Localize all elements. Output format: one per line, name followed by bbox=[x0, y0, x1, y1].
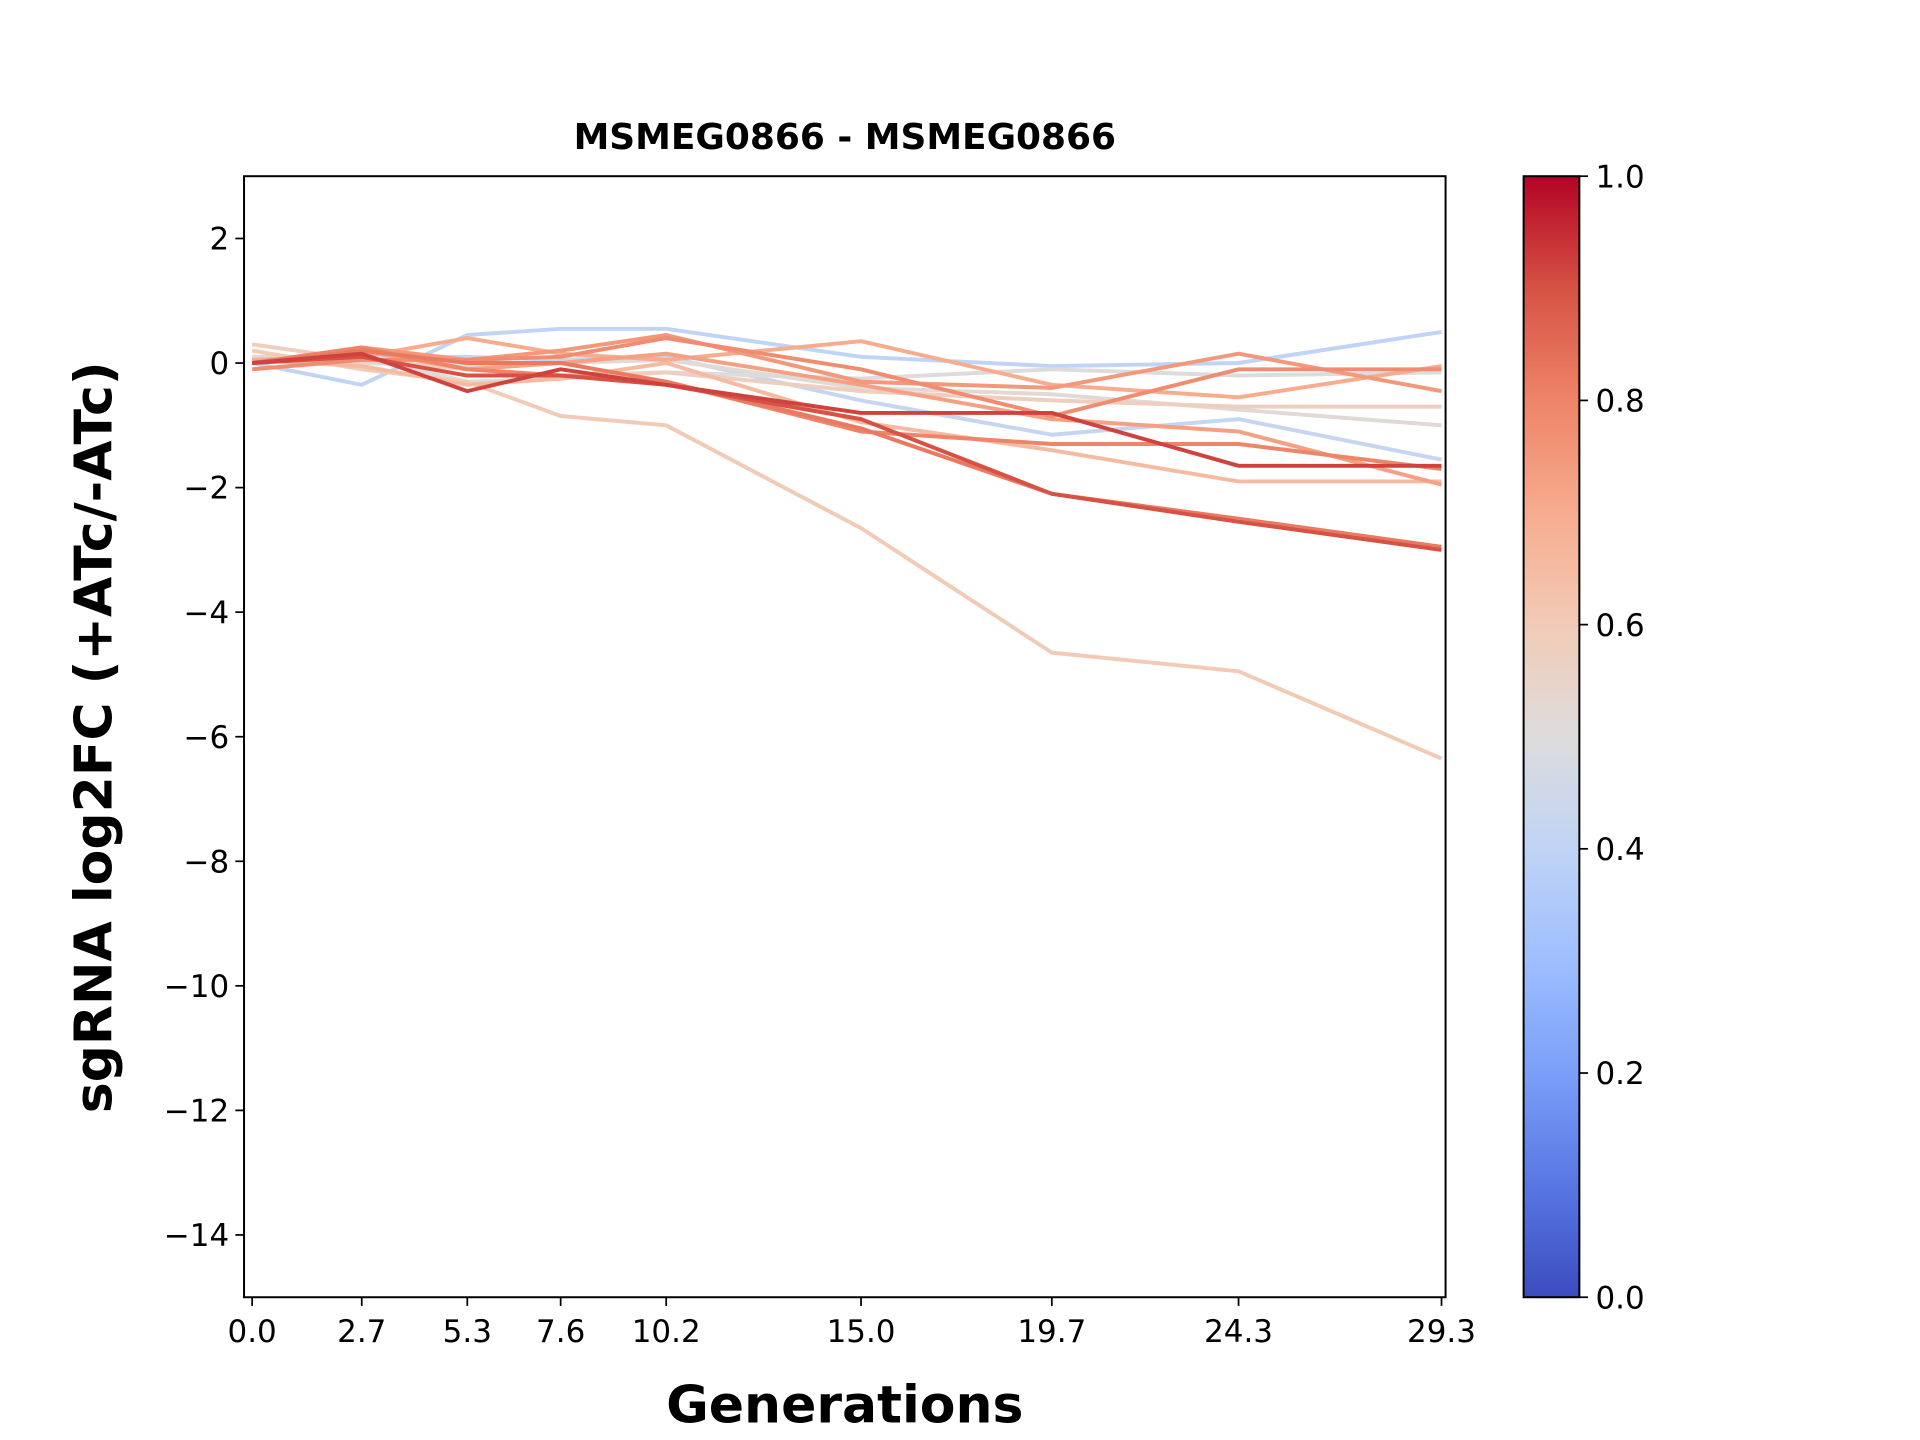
colorbar-tick-label: 0.4 bbox=[1595, 832, 1644, 868]
series-line-9 bbox=[251, 333, 1442, 394]
colorbar bbox=[1522, 175, 1581, 1299]
y-tick-label: −12 bbox=[164, 1094, 229, 1130]
y-axis-label: sgRNA log2FC (+ATc/-ATc) bbox=[64, 361, 124, 1113]
series-line-14 bbox=[252, 351, 1442, 468]
y-tick-label: −6 bbox=[184, 720, 230, 756]
series-lines bbox=[251, 326, 1443, 761]
x-tick-label: 19.7 bbox=[1017, 1314, 1086, 1350]
x-tick-label: 29.3 bbox=[1407, 1314, 1476, 1350]
series-line-8 bbox=[251, 348, 1442, 487]
y-tick-label: 2 bbox=[209, 222, 229, 258]
y-tick-label: 0 bbox=[209, 346, 229, 382]
x-tick-label: 10.2 bbox=[632, 1314, 701, 1350]
colorbar-tick-label: 0.2 bbox=[1595, 1056, 1644, 1092]
series-line-10 bbox=[252, 336, 1442, 419]
x-tick-label: 2.7 bbox=[337, 1314, 386, 1350]
colorbar-tick-label: 1.0 bbox=[1595, 159, 1644, 195]
x-axis: 0.0 2.7 5.3 7.6 10.2 15.0 19.7 24.3 29.3 bbox=[228, 1297, 1476, 1350]
x-tick-label: 7.6 bbox=[536, 1314, 585, 1350]
colorbar-tick-label: 0.6 bbox=[1595, 608, 1644, 644]
y-tick-label: −10 bbox=[164, 969, 229, 1005]
x-tick-label: 0.0 bbox=[228, 1314, 277, 1350]
colorbar-tick-label: 0.0 bbox=[1595, 1280, 1644, 1316]
y-tick-label: −14 bbox=[164, 1218, 229, 1254]
y-tick-label: −2 bbox=[184, 471, 230, 507]
y-tick-label: −8 bbox=[184, 844, 230, 880]
x-tick-label: 5.3 bbox=[443, 1314, 492, 1350]
chart-title: MSMEG0866 - MSMEG0866 bbox=[574, 117, 1116, 158]
series-line-6 bbox=[252, 357, 1442, 484]
x-tick-label: 15.0 bbox=[827, 1314, 896, 1350]
x-tick-label: 24.3 bbox=[1204, 1314, 1273, 1350]
series-line-12 bbox=[251, 348, 1442, 549]
colorbar-axis: 0.0 0.2 0.4 0.6 0.8 1.0 bbox=[1579, 159, 1645, 1316]
y-axis: 2 0 −2 −4 −6 −8 −10 −12 −14 bbox=[164, 222, 245, 1254]
x-axis-label: Generations bbox=[666, 1375, 1023, 1435]
colorbar-tick-label: 0.8 bbox=[1595, 384, 1644, 420]
y-tick-label: −4 bbox=[184, 595, 230, 631]
